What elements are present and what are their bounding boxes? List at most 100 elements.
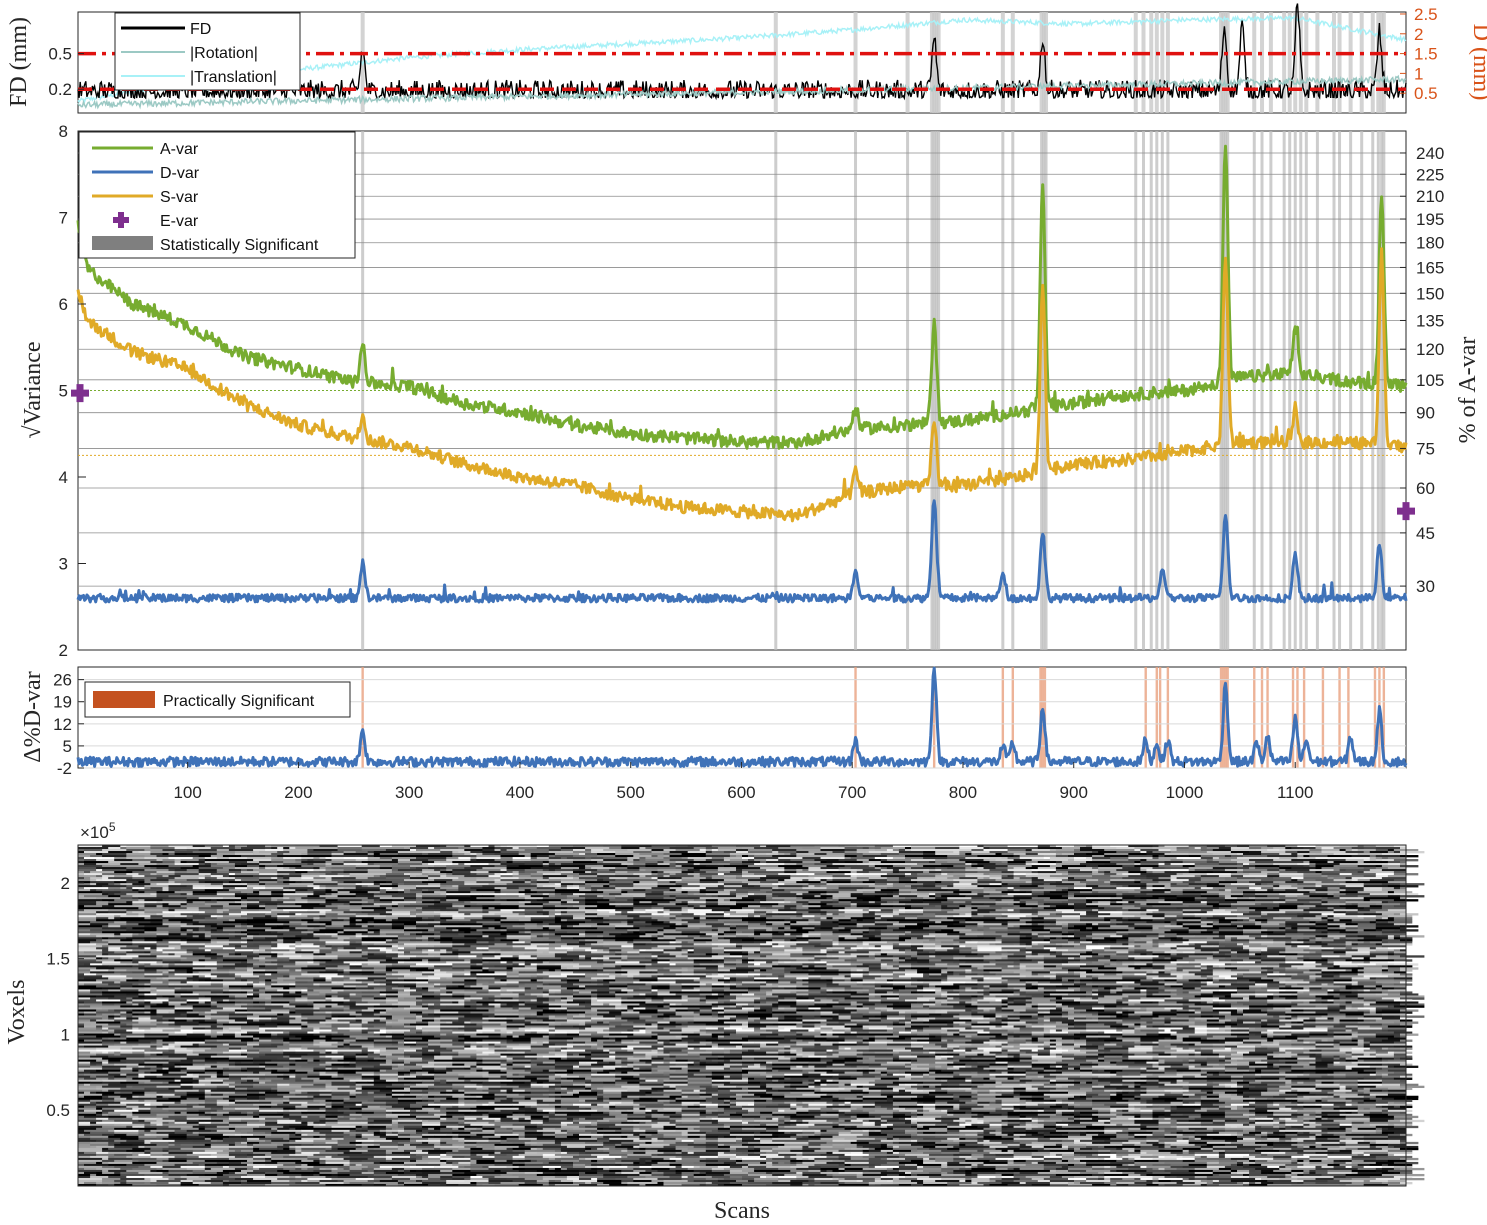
carpet-cell (1400, 851, 1425, 854)
carpet-cell (663, 949, 682, 952)
carpet-cell (476, 855, 501, 858)
carpet-cell (965, 857, 990, 860)
carpet-cell (1303, 865, 1310, 868)
carpet-cell (1279, 897, 1298, 900)
carpet-cell (446, 869, 453, 872)
carpet-cell (989, 887, 1008, 890)
carpet-cell (168, 869, 175, 872)
carpet-cell (446, 907, 453, 910)
carpet-cell (343, 869, 368, 872)
carpet-cell (615, 871, 628, 874)
carpet-cell (1025, 947, 1032, 950)
carpet-cell (548, 845, 574, 848)
carpet-cell (1224, 855, 1232, 858)
carpet-cell (265, 887, 284, 890)
carpet-cell (1001, 899, 1014, 902)
carpet-cell (573, 915, 598, 918)
carpet-cell (917, 873, 930, 876)
carpet-cell (754, 865, 779, 868)
carpet-cell (1321, 947, 1334, 950)
carpet-cell (898, 853, 924, 856)
carpet-cell (820, 847, 845, 850)
carpet-cell (1393, 937, 1401, 940)
carpet-cell (470, 927, 489, 930)
carpet-cell (1170, 947, 1177, 950)
carpet-cell (1339, 869, 1346, 872)
carpet-cell (1001, 871, 1014, 874)
carpet-cell (1218, 847, 1232, 850)
legend-translation: |Translation| (190, 69, 277, 86)
carpet-cell (355, 919, 362, 922)
carpet-cell (886, 859, 912, 862)
carpet-cell (265, 845, 272, 848)
carpet-cell (796, 935, 803, 938)
carpet-cell (977, 945, 1002, 948)
carpet-cell (397, 905, 405, 908)
carpet-cell (78, 891, 103, 894)
carpet-cell (343, 911, 362, 914)
carpet-cell (772, 851, 779, 854)
scan-tick-label: 1000 (1166, 783, 1204, 802)
carpet-cell (470, 869, 477, 872)
carpet-cell (796, 869, 803, 872)
carpet-cell (126, 847, 151, 850)
carpet-cell (748, 925, 767, 928)
carpet-cell (868, 901, 876, 904)
carpet-cell (1363, 877, 1383, 880)
carpet-cell (120, 895, 133, 898)
carpet-cell (524, 849, 550, 852)
carpet-cell (723, 949, 743, 952)
carpet-cell (760, 947, 773, 950)
carpet-cell (1164, 913, 1183, 916)
carpet-cell (862, 887, 876, 890)
carpet-cell (410, 913, 417, 916)
carpet-cell (1273, 931, 1298, 934)
carpet-cell (1068, 895, 1075, 898)
carpet-cell (609, 893, 622, 896)
carpet-cell (241, 911, 266, 914)
carpet-cell (422, 949, 429, 952)
carpet-cell (699, 873, 719, 876)
carpet-cell (687, 891, 701, 894)
carpet-cell (126, 913, 139, 916)
carpet-cell (874, 857, 894, 860)
carpet-cell (1007, 903, 1014, 906)
carpet-cell (1309, 849, 1322, 852)
carpet-cell (295, 891, 314, 894)
carpet-cell (1170, 883, 1177, 886)
carpet-cell (1110, 845, 1129, 848)
carpet-cell (1351, 873, 1377, 876)
carpet-cell (367, 913, 381, 916)
carpet-cell (892, 947, 918, 950)
carpet-cell (295, 945, 320, 948)
carpet-cell (1104, 853, 1129, 856)
carpet-cell (337, 883, 356, 886)
carpet-cell (886, 873, 906, 876)
carpet-cell (156, 945, 169, 948)
carpet-cell (241, 881, 260, 884)
carpet-cell (476, 929, 501, 932)
carpet-cell (349, 905, 362, 908)
carpet-cell (391, 919, 399, 922)
carpet-cell (1303, 939, 1310, 942)
carpet-cell (935, 873, 942, 876)
carpet-cell (120, 847, 127, 850)
carpet-cell (488, 905, 507, 908)
carpet-cell (307, 863, 314, 866)
carpet-cell (1237, 909, 1256, 912)
carpet-cell (1037, 861, 1057, 864)
carpet-cell (234, 919, 248, 922)
carpet-cell (1333, 861, 1358, 864)
carpet-cell (554, 909, 580, 912)
carpet-cell (530, 873, 544, 876)
carpet-cell (917, 855, 942, 858)
carpet-cell (1116, 887, 1141, 890)
carpet-cell (1321, 897, 1328, 900)
carpet-cell (355, 887, 381, 890)
carpet-cell (349, 901, 368, 904)
carpet-cell (935, 881, 942, 884)
carpet-cell (222, 911, 242, 914)
carpet-cell (766, 869, 785, 872)
carpet-cell (736, 927, 749, 930)
carpet-cell (748, 855, 755, 858)
